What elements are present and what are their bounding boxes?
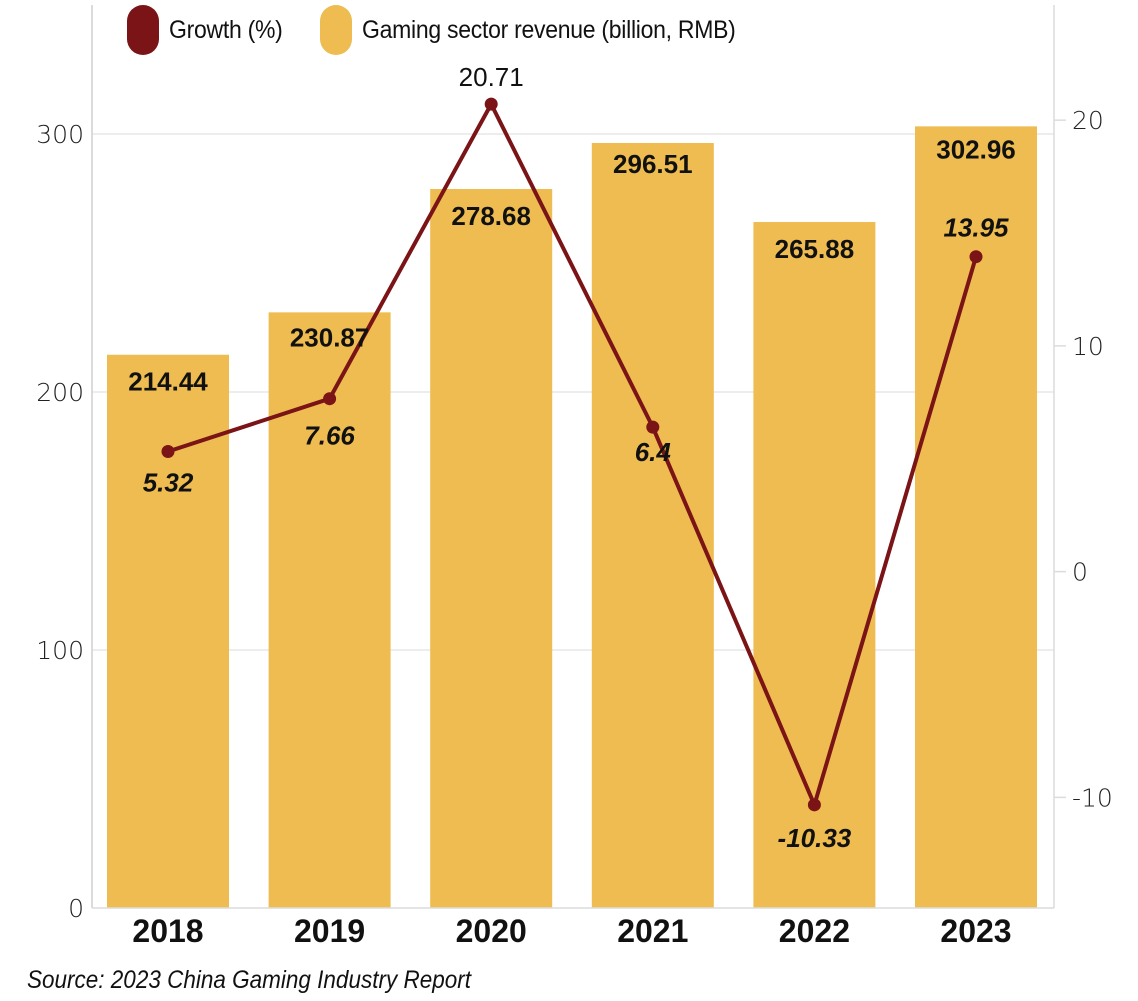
legend-swatch-revenue: [320, 5, 353, 55]
growth-point: [646, 420, 660, 434]
growth-data-label: 5.32: [143, 468, 194, 498]
revenue-bar: [430, 189, 553, 908]
growth-point: [807, 798, 821, 812]
right-axis-tick-label: -10: [1072, 783, 1113, 812]
growth-line-path: [167, 102, 978, 807]
left-axis-tick-label: 200: [36, 378, 84, 407]
left-axis-tick-label: 300: [36, 120, 84, 149]
revenue-bar: [753, 222, 876, 908]
legend-label-revenue: Gaming sector revenue (billion, RMB): [362, 15, 736, 44]
growth-line: [161, 97, 983, 812]
source-note: Source: 2023 China Gaming Industry Repor…: [27, 966, 471, 994]
growth-point: [969, 250, 983, 264]
left-axis-tick-label: 0: [68, 894, 84, 923]
revenue-data-label: 214.44: [128, 367, 208, 397]
legend-swatch-growth: [127, 5, 159, 55]
data-labels: 214.44 230.87 278.68 296.51 265.88 302.96 5.32…: [128, 62, 1016, 853]
growth-point: [484, 97, 498, 111]
legend: Growth (%) Gaming sector revenue (billio…: [127, 4, 796, 56]
right-axis-tick-label: 10: [1072, 332, 1104, 361]
legend-label-growth: Growth (%): [169, 15, 283, 44]
revenue-bar: [915, 126, 1037, 908]
gridlines: [92, 133, 1054, 651]
growth-data-label: 6.4: [635, 437, 672, 467]
growth-point: [161, 445, 175, 459]
legend-item-growth: Growth (%): [127, 5, 292, 55]
revenue-data-label: 302.96: [936, 134, 1016, 164]
x-axis-tick-label: 2020: [456, 913, 527, 949]
x-axis-tick-label: 2019: [294, 913, 365, 949]
right-axis-tick-label: 20: [1072, 106, 1104, 135]
revenue-data-label: 278.68: [451, 201, 531, 231]
growth-data-label: 20.71: [459, 62, 524, 92]
x-axis-tick-label: 2021: [617, 913, 688, 949]
revenue-data-label: 230.87: [290, 322, 370, 352]
x-axis-tick-label: 2023: [940, 913, 1011, 949]
revenue-data-label: 296.51: [613, 149, 693, 179]
growth-data-label: -10.33: [778, 823, 852, 853]
x-axis-tick-label: 2018: [132, 913, 203, 949]
growth-data-label: 7.66: [304, 421, 355, 451]
revenue-data-label: 265.88: [775, 234, 855, 264]
x-axis-tick-label: 2022: [779, 913, 850, 949]
growth-data-label: 13.95: [943, 213, 1009, 243]
right-axis-tick-label: 0: [1072, 558, 1088, 587]
growth-point: [323, 392, 337, 406]
legend-item-revenue: Gaming sector revenue (billion, RMB): [320, 5, 768, 55]
revenue-bars: [107, 126, 1037, 908]
left-axis-tick-label: 100: [36, 636, 84, 665]
axes: 0 100 200 300 -10 0 10 20 2018 2019 2020 2021 2022 20…: [36, 5, 1113, 949]
